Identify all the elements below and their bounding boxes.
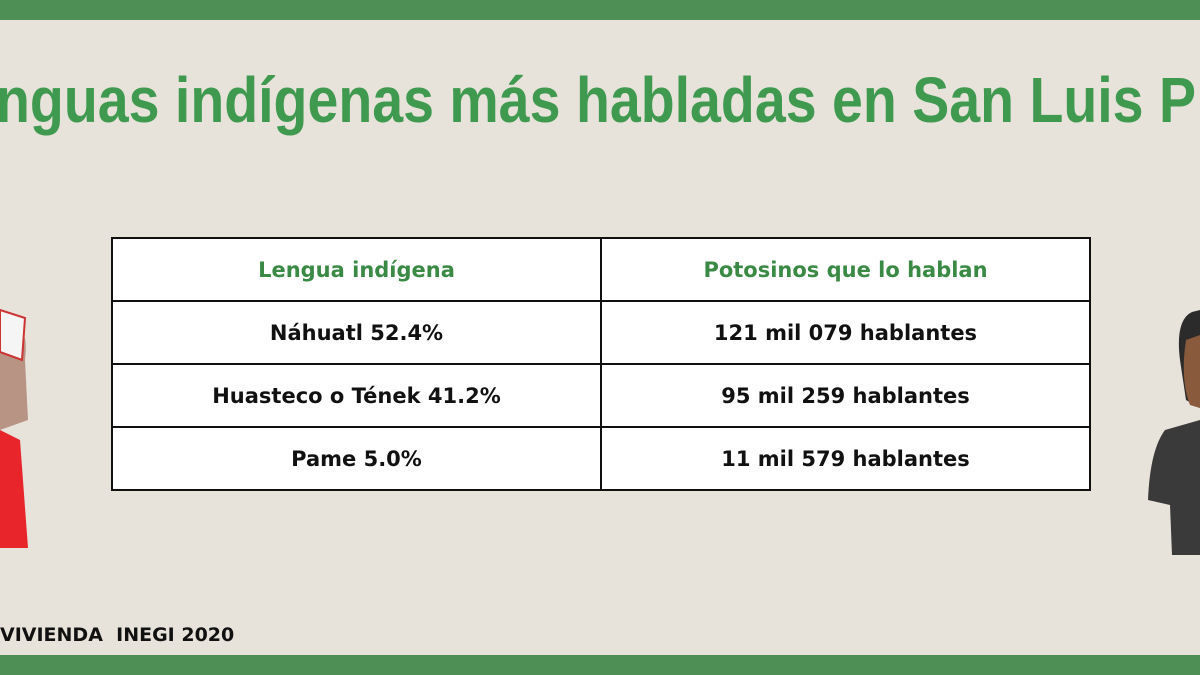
cell: 95 mil 259 hablantes bbox=[600, 363, 1091, 428]
source: VIVIENDA INEGI 2020 bbox=[0, 624, 235, 646]
cell: Huasteco o Tének 41.2% bbox=[111, 363, 602, 428]
cell: 11 mil 579 hablantes bbox=[600, 426, 1091, 491]
title-box: nguas indígenas más habladas en San Luis… bbox=[0, 64, 1196, 136]
header-cell: Potosinos que lo hablan bbox=[600, 237, 1091, 302]
header-cell: Lengua indígena bbox=[111, 237, 602, 302]
row: Náhuatl 52.4% 121 mil 079 hablantes bbox=[111, 300, 1091, 365]
top-band bbox=[0, 0, 1200, 20]
left-figure bbox=[0, 308, 28, 548]
title: nguas indígenas más habladas en San Luis… bbox=[0, 64, 1196, 136]
right-figure bbox=[1148, 310, 1200, 555]
cell: Pame 5.0% bbox=[111, 426, 602, 491]
table: Lengua indígena Potosinos que lo hablan … bbox=[111, 237, 1091, 491]
header-row: Lengua indígena Potosinos que lo hablan bbox=[111, 237, 1091, 302]
row: Huasteco o Tének 41.2% 95 mil 259 hablan… bbox=[111, 363, 1091, 428]
bottom-band bbox=[0, 655, 1200, 675]
cell: 121 mil 079 hablantes bbox=[600, 300, 1091, 365]
cell: Náhuatl 52.4% bbox=[111, 300, 602, 365]
row: Pame 5.0% 11 mil 579 hablantes bbox=[111, 426, 1091, 491]
